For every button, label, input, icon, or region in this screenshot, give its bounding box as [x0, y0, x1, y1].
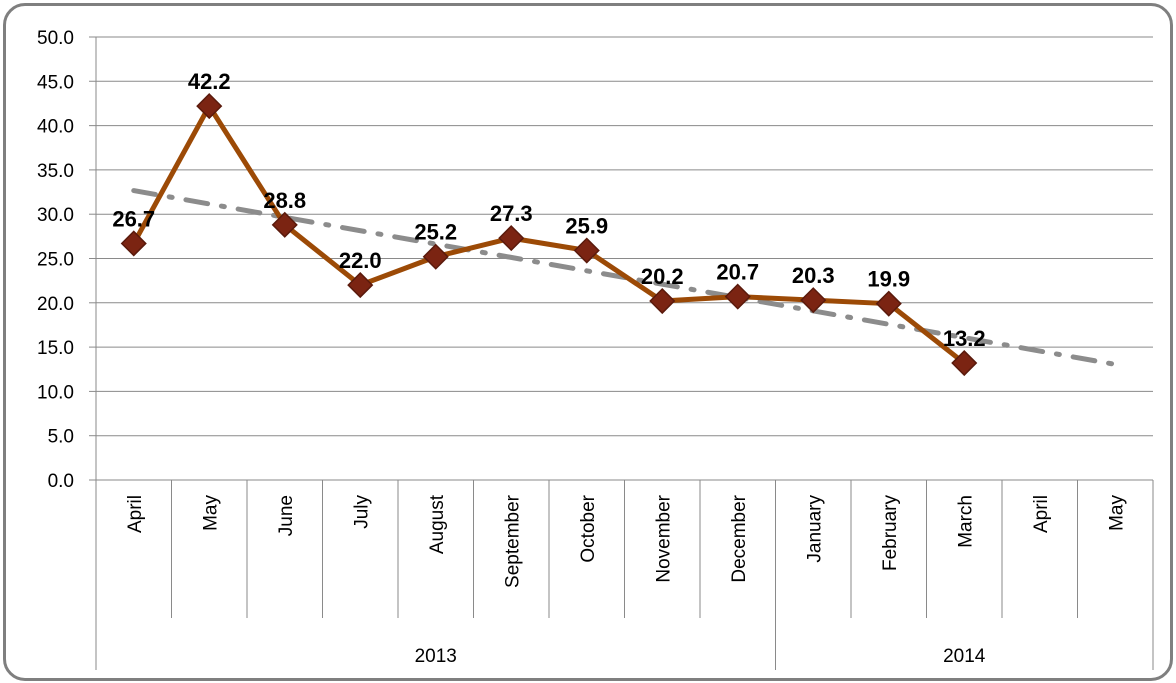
x-tick-label: June: [276, 495, 297, 536]
y-tick-label: 15.0: [37, 338, 74, 359]
series-line-layer: [131, 103, 966, 366]
data-point-marker: [120, 230, 147, 257]
axes: 0.0 5.0 10.0 15.0 20.0 25.0 30.0 35.0 40.0 45.0 50…: [37, 28, 1154, 670]
data-label: 22.0: [339, 248, 382, 273]
data-point-marker: [649, 287, 676, 315]
x-tick-label: October: [578, 494, 599, 562]
data-point-marker: [196, 93, 223, 120]
data-point-marker: [800, 287, 827, 314]
x-tick-label: December: [729, 494, 750, 582]
x-tick-label: May: [200, 495, 221, 531]
series-line: [131, 103, 966, 366]
x-tick-label: May: [1106, 495, 1127, 531]
data-label: 20.2: [641, 264, 684, 289]
x-tick-label: March: [955, 495, 976, 548]
data-label: 27.3: [490, 201, 533, 226]
y-tick-label: 0.0: [48, 471, 74, 492]
data-point-marker: [724, 283, 751, 310]
data-labels: 26.7 42.2 28.8 22.0 25.2 27.3 25.9 20.2 20.7 20.3…: [112, 69, 985, 351]
chart-frame: 0.0 5.0 10.0 15.0 20.0 25.0 30.0 35.0 40.0 45.0 50…: [3, 3, 1173, 681]
y-tick-label: 40.0: [37, 117, 74, 138]
x-tick-label: September: [502, 494, 523, 588]
x-tick-label: April: [1031, 495, 1052, 533]
data-point-marker: [271, 211, 298, 238]
data-point-marker: [951, 349, 978, 377]
y-tick-label: 5.0: [48, 427, 74, 448]
data-label: 28.8: [263, 188, 306, 213]
group-label: 2014: [943, 646, 986, 667]
x-tick-label: July: [351, 495, 372, 529]
data-label: 25.2: [414, 220, 457, 245]
data-label: 13.2: [943, 326, 986, 351]
gridlines: [96, 36, 1153, 481]
data-label: 19.9: [867, 267, 910, 292]
data-label: 26.7: [112, 206, 155, 231]
y-tick-label: 30.0: [37, 205, 74, 226]
data-point-marker: [347, 272, 374, 299]
group-label: 2013: [415, 646, 457, 667]
y-tick-label: 20.0: [37, 294, 74, 315]
x-tick-label: April: [125, 495, 146, 533]
x-tick-label: November: [653, 494, 674, 582]
data-point-marker: [875, 290, 902, 317]
markers: [120, 93, 978, 377]
data-label: 25.9: [565, 214, 608, 239]
y-tick-label: 10.0: [37, 382, 74, 403]
data-label: 20.3: [792, 263, 835, 288]
x-tick-label: August: [427, 494, 448, 554]
data-point-marker: [422, 243, 449, 270]
data-label: 20.7: [716, 260, 759, 285]
line-chart: 0.0 5.0 10.0 15.0 20.0 25.0 30.0 35.0 40.0 45.0 50…: [37, 28, 1154, 670]
data-label: 42.2: [188, 69, 231, 94]
data-point-marker: [498, 225, 525, 252]
x-tick-label: February: [880, 495, 901, 572]
y-tick-label: 50.0: [37, 28, 74, 49]
y-tick-label: 35.0: [37, 161, 74, 182]
y-tick-label: 45.0: [37, 72, 74, 93]
data-point-marker: [573, 237, 600, 264]
x-tick-label: January: [804, 495, 825, 563]
y-tick-label: 25.0: [37, 250, 74, 271]
